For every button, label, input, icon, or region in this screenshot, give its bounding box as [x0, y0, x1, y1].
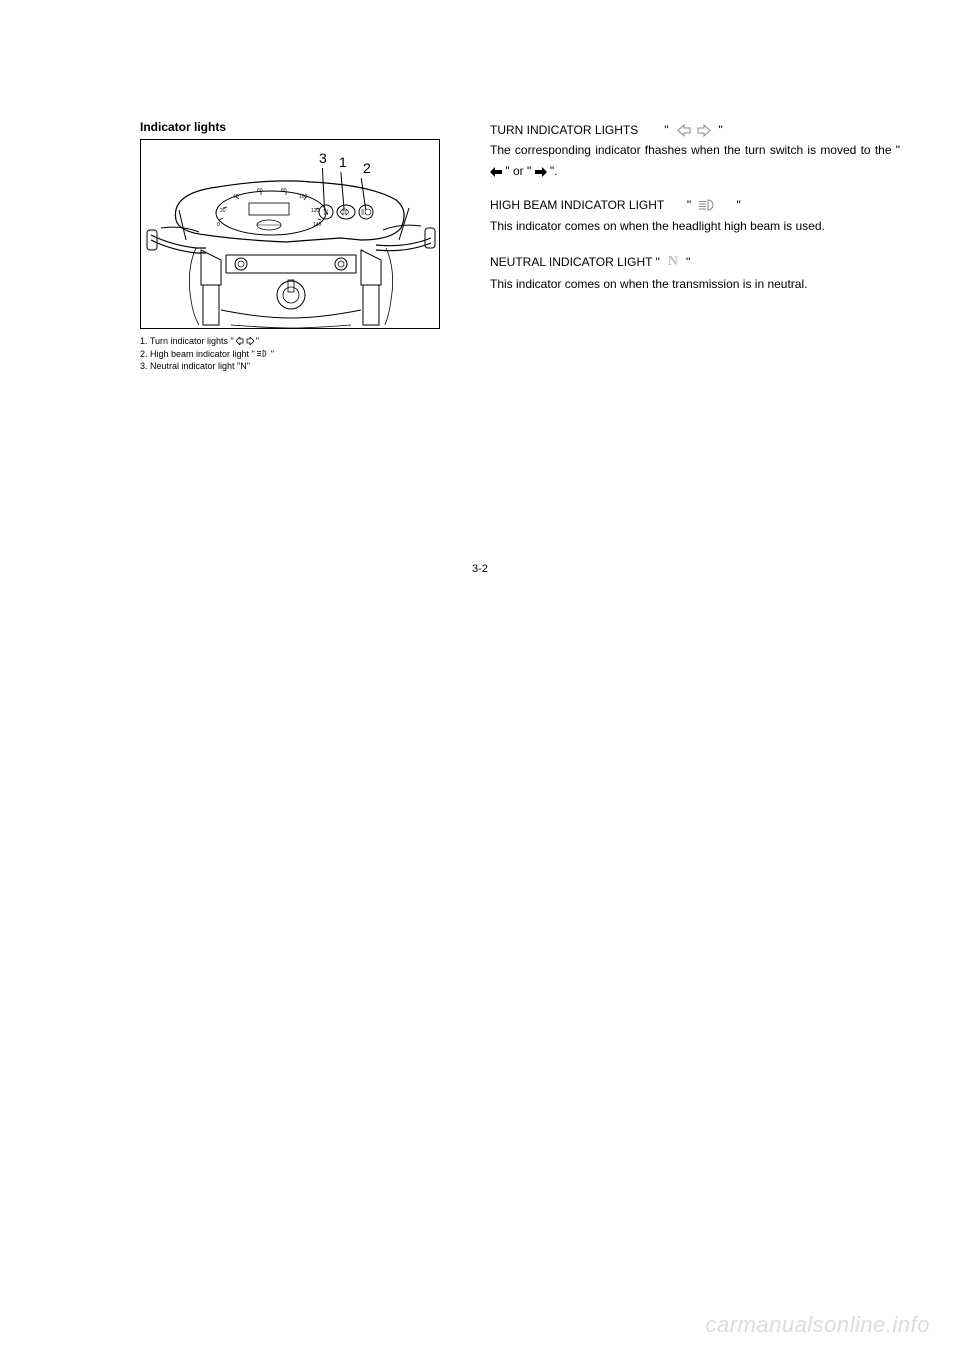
page-number: 3-2 — [0, 563, 960, 575]
speedo-100: 100 — [299, 194, 307, 200]
turn-arrows-icon — [677, 124, 711, 137]
legend-item-2: 2. High beam indicator light " " — [140, 348, 440, 361]
legend-item-3: 3. Neutral indicator light "N" — [140, 360, 440, 373]
turn-body-a: The corresponding indicator fhashes when… — [490, 143, 900, 157]
diagram-legend: 1. Turn indicator lights " " 2. High bea… — [140, 335, 440, 373]
quote-open: " — [664, 120, 668, 140]
arrow-left-icon — [490, 167, 502, 177]
neutral-section: NEUTRAL INDICATOR LIGHT " N " This indic… — [490, 250, 900, 294]
neutral-title: NEUTRAL INDICATOR LIGHT " — [490, 252, 660, 272]
turn-body-b: " or " — [505, 164, 531, 178]
turn-arrows-icon — [236, 337, 254, 345]
left-column: Indicator lights 3 1 2 — [140, 120, 440, 373]
legend-2-text-b: " — [271, 348, 274, 361]
instrument-diagram: 3 1 2 — [140, 139, 440, 329]
high-beam-body: This indicator comes on when the headlig… — [490, 216, 900, 236]
turn-indicator-section: TURN INDICATOR LIGHTS " " The correspond… — [490, 120, 900, 181]
watermark: carmanualsonline.info — [705, 1312, 930, 1338]
legend-2-text: 2. High beam indicator light " — [140, 348, 255, 361]
handlebar-svg: N — [141, 140, 441, 330]
legend-3-text: 3. Neutral indicator light "N" — [140, 360, 250, 373]
speedo-140: 140 — [313, 222, 321, 228]
high-beam-title: HIGH BEAM INDICATOR LIGHT — [490, 195, 664, 215]
speedo-0: 0 — [217, 222, 220, 228]
neutral-body: This indicator comes on when the transmi… — [490, 274, 900, 294]
turn-title: TURN INDICATOR LIGHTS — [490, 120, 638, 140]
turn-body-c: ". — [550, 164, 558, 178]
neutral-title-b: " — [686, 252, 690, 272]
quote-close-2: " — [737, 195, 741, 215]
legend-item-1: 1. Turn indicator lights " " — [140, 335, 440, 348]
legend-1-text-b: " — [256, 335, 259, 348]
high-beam-icon — [699, 199, 717, 211]
svg-text:N: N — [323, 208, 329, 217]
speedo-20: 20 — [220, 208, 226, 214]
speedo-80: 80 — [281, 188, 287, 194]
speedo-120: 120 — [311, 208, 319, 214]
speedo-60: 60 — [257, 188, 263, 194]
right-column: TURN INDICATOR LIGHTS " " The correspond… — [490, 120, 900, 373]
quote-close: " — [719, 120, 723, 140]
quote-open-2: " — [687, 195, 691, 215]
speedo-40: 40 — [233, 194, 239, 200]
high-beam-section: HIGH BEAM INDICATOR LIGHT " " This indic… — [490, 195, 900, 236]
neutral-n-icon: N — [668, 250, 678, 274]
section-title: Indicator lights — [140, 120, 440, 134]
high-beam-icon-small — [257, 350, 269, 357]
arrow-right-icon — [535, 167, 547, 177]
legend-1-text: 1. Turn indicator lights " — [140, 335, 234, 348]
